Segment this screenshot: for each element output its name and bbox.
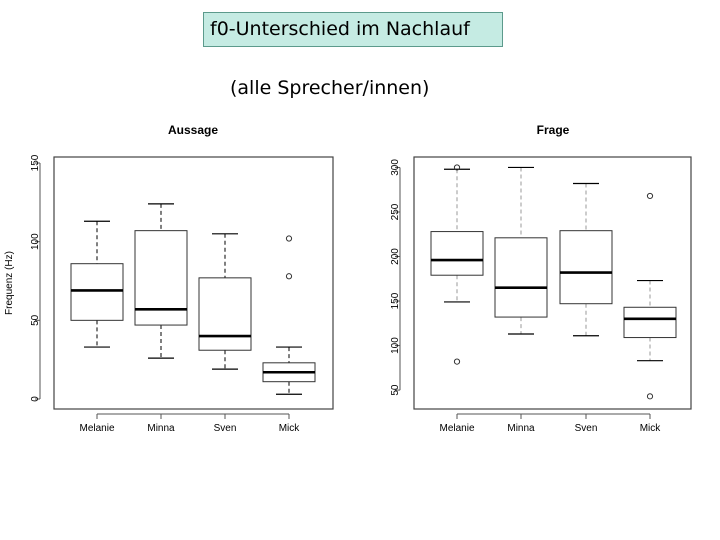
y-tick-label: 150: [390, 292, 401, 309]
x-tick-label: Sven: [575, 423, 598, 434]
outlier-point: [453, 164, 461, 171]
y-tick-label: 50: [30, 314, 41, 326]
y-tick-label: 200: [390, 248, 401, 265]
slide-subtitle: (alle Sprecher/innen): [230, 77, 430, 99]
x-tick-label: Melanie: [79, 423, 114, 434]
x-tick-label: Minna: [507, 423, 535, 434]
iqr-box: [70, 263, 124, 321]
plot-frame: [53, 156, 334, 410]
y-tick-label: 50: [390, 384, 401, 396]
y-tick-label: 300: [390, 159, 401, 176]
x-tick-label: Mick: [279, 423, 301, 434]
chart-2: Frage 50 100 150 200 250 300 Melanie Minna Sven Mi…: [390, 123, 692, 434]
y-tick-label: 100: [30, 233, 41, 250]
y-tick-label: 150: [30, 154, 41, 171]
box-melanie: [430, 164, 484, 365]
iqr-box: [134, 230, 188, 326]
y-tick-label: 250: [390, 203, 401, 220]
iqr-box: [623, 306, 677, 339]
y-axis-label: Frequenz (Hz): [4, 251, 15, 315]
box-minna: [134, 203, 188, 359]
box-melanie: [70, 220, 124, 348]
y-tick-label: 0: [30, 396, 41, 402]
box-minna: [494, 166, 548, 335]
box-sven: [198, 233, 252, 370]
iqr-box: [430, 231, 484, 276]
outlier-point: [646, 192, 654, 200]
chart-title: Frage: [537, 123, 570, 137]
outlier-point: [285, 273, 293, 280]
chart-title: Aussage: [168, 123, 218, 137]
x-tick-label: Mick: [640, 423, 662, 434]
slide-title: f0-Unterschied im Nachlauf: [203, 12, 503, 47]
iqr-box: [559, 230, 613, 305]
iqr-box: [494, 237, 548, 318]
plot-frame: [413, 156, 692, 410]
outlier-point: [453, 358, 461, 365]
outlier-point: [285, 235, 293, 242]
box-mick: [623, 192, 677, 400]
outlier-point: [646, 393, 654, 400]
y-tick-label: 100: [390, 337, 401, 354]
chart-1: Aussage 0 50 100 150 Frequenz (Hz) Melanie Minn…: [4, 123, 334, 434]
box-mick: [262, 235, 316, 395]
x-tick-label: Minna: [147, 423, 175, 434]
box-sven: [559, 182, 613, 337]
x-tick-label: Sven: [214, 423, 237, 434]
x-tick-label: Melanie: [439, 423, 474, 434]
iqr-box: [198, 277, 252, 351]
